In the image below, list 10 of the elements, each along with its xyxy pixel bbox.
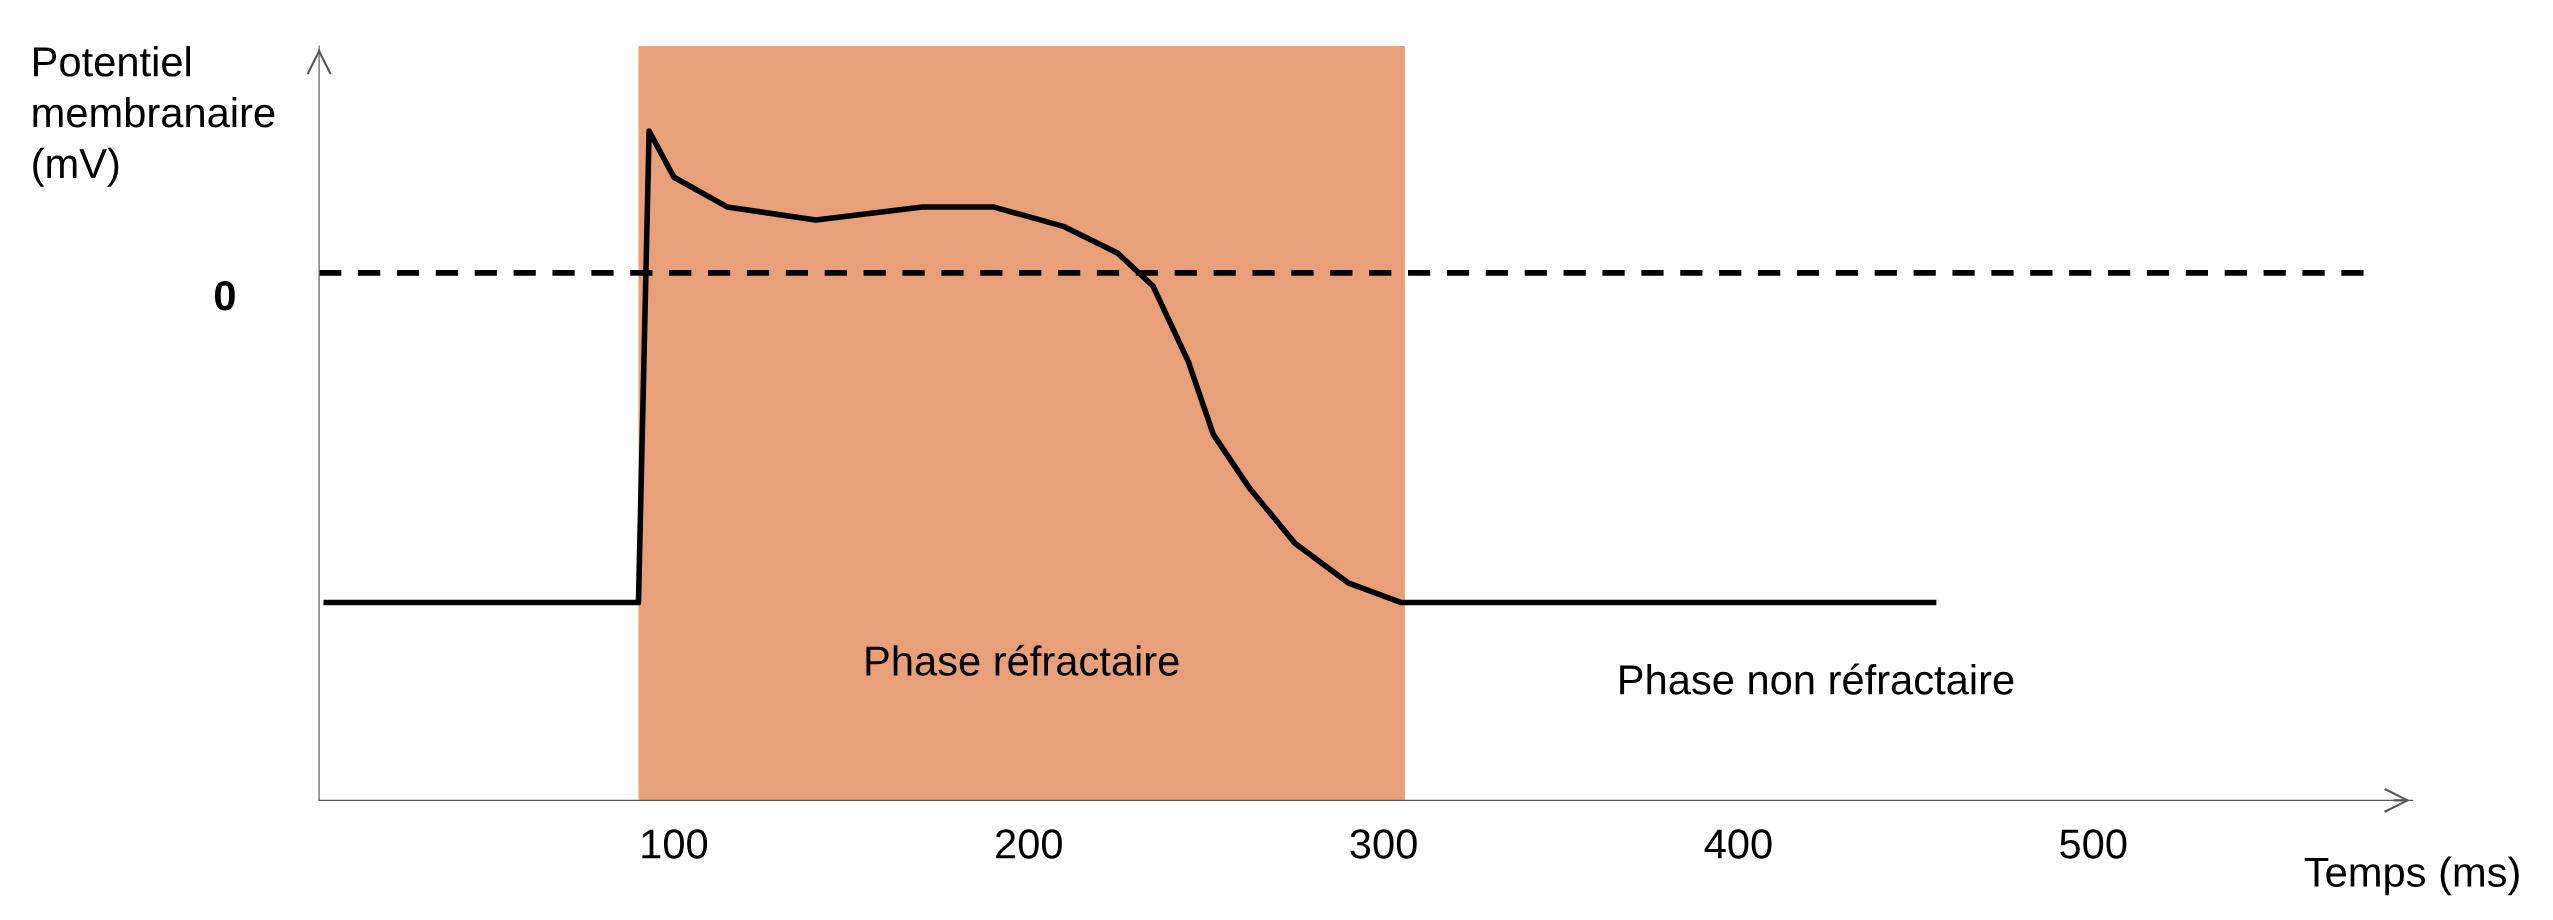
x-tick-label: 100 [642,829,708,859]
x-tick-label: 500 [2060,829,2127,859]
x-tick-label: 400 [1704,829,1772,859]
x-tick-label: 300 [1350,829,1417,859]
text: Phase non réfractaire [1620,663,2014,695]
ref-line-label: 0 [214,280,235,311]
band-label: Phase réfractaire [866,644,1179,676]
x-tick-label: 200 [996,829,1062,859]
x-axis-title: Temps (ms) [2304,856,2519,896]
y-axis-title: Potentiel membranaire (mV) [33,46,275,187]
